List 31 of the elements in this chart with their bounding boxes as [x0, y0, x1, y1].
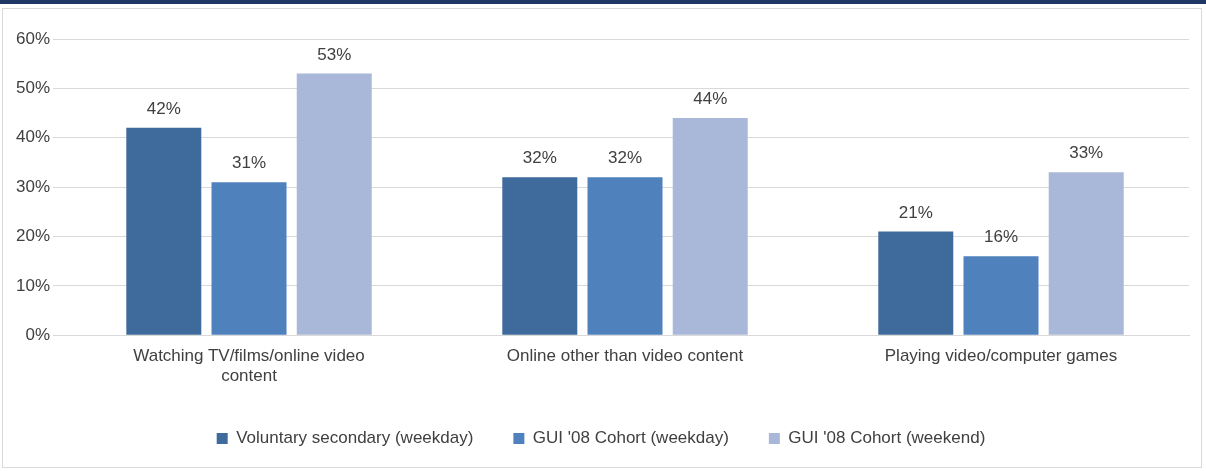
y-tick-label: 50%: [15, 78, 51, 98]
data-label: 31%: [232, 153, 267, 173]
bar: [126, 127, 202, 335]
data-label: 32%: [522, 148, 557, 168]
x-tick-label: Online other than video content: [506, 346, 744, 366]
y-tick-label: 40%: [15, 127, 51, 147]
bar: [878, 231, 954, 335]
x-tick-label: Playing video/computer games: [884, 346, 1118, 366]
bar: [296, 73, 372, 335]
data-label: 32%: [608, 148, 643, 168]
y-tick-label: 60%: [15, 28, 51, 48]
y-tick-label: 20%: [15, 226, 51, 246]
data-label: 44%: [693, 89, 728, 109]
x-tick-label: Watching TV/films/online video content: [133, 346, 365, 386]
bar: [587, 177, 663, 335]
y-tick-label: 0%: [25, 324, 51, 344]
legend-label: GUI '08 Cohort (weekday): [532, 428, 729, 448]
legend-label: Voluntary secondary (weekday): [236, 428, 474, 448]
y-tick-label: 30%: [15, 176, 51, 196]
bar: [963, 256, 1039, 335]
bar: [1048, 172, 1124, 335]
bar: [672, 117, 748, 335]
bar: [211, 182, 287, 335]
data-label: 33%: [1069, 143, 1104, 163]
data-label: 21%: [898, 202, 933, 222]
bar: [502, 177, 578, 335]
data-label: 16%: [983, 227, 1019, 247]
data-label: 42%: [146, 99, 181, 119]
y-tick-label: 10%: [15, 275, 51, 295]
data-label: 53%: [317, 44, 352, 64]
legend-label: GUI '08 Cohort (weekend): [788, 428, 986, 448]
